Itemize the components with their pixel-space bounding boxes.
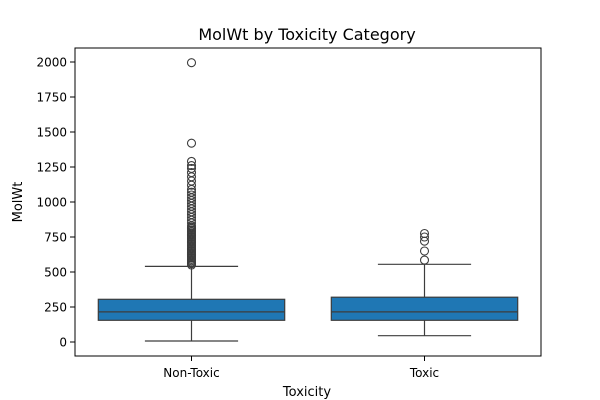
iqr-box xyxy=(330,296,519,321)
plot-layer: 0 250 500 750 1000 1250 1500 1750 2000 Non-Toxic T… xyxy=(36,56,519,380)
iqr-box xyxy=(97,298,286,321)
outlier-point xyxy=(186,163,197,173)
y-tick-label: 0 xyxy=(59,336,67,350)
outlier-point xyxy=(186,168,197,178)
box-group-toxic xyxy=(330,228,519,337)
outlier-point xyxy=(419,228,430,239)
y-tick-label: 1000 xyxy=(36,196,67,210)
chart-title: MolWt by Toxicity Category xyxy=(198,25,415,44)
y-tick-label: 2000 xyxy=(36,56,67,70)
outlier-point xyxy=(419,246,430,256)
outlier-point xyxy=(186,187,197,197)
outlier-point xyxy=(419,255,430,265)
y-tick-label: 750 xyxy=(44,231,67,245)
outlier-point xyxy=(186,161,197,171)
y-tick-label: 500 xyxy=(44,266,67,280)
outlier-point xyxy=(186,190,197,200)
y-tick-label: 1750 xyxy=(36,91,67,105)
x-tick-label: Non-Toxic xyxy=(163,366,219,380)
plot-frame xyxy=(74,47,542,357)
x-tick-label: Toxic xyxy=(409,366,439,380)
y-tick-label: 250 xyxy=(44,301,67,315)
outlier-point xyxy=(186,58,197,68)
x-axis-label: Toxicity xyxy=(282,385,331,400)
box-group-non-toxic xyxy=(97,58,286,342)
y-tick-label: 1250 xyxy=(36,161,67,175)
y-tick-label: 1500 xyxy=(36,126,67,140)
outlier-point xyxy=(419,232,430,242)
y-axis-label: MolWt xyxy=(11,182,26,223)
outlier-point xyxy=(186,138,197,148)
outlier-point xyxy=(186,156,197,166)
